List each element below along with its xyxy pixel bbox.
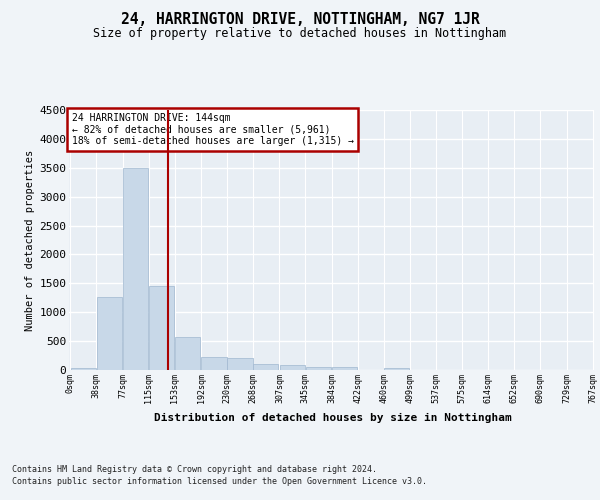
Bar [332,367,358,370]
Text: Distribution of detached houses by size in Nottingham: Distribution of detached houses by size … [154,412,512,422]
Bar [202,358,227,370]
Bar [123,168,148,370]
Bar [175,337,200,370]
Bar [149,286,174,370]
Text: 24, HARRINGTON DRIVE, NOTTINGHAM, NG7 1JR: 24, HARRINGTON DRIVE, NOTTINGHAM, NG7 1J… [121,12,479,28]
Bar [71,368,96,370]
Bar [305,366,331,370]
Y-axis label: Number of detached properties: Number of detached properties [25,150,35,330]
Text: 24 HARRINGTON DRIVE: 144sqm
← 82% of detached houses are smaller (5,961)
18% of : 24 HARRINGTON DRIVE: 144sqm ← 82% of det… [71,112,353,146]
Text: Size of property relative to detached houses in Nottingham: Size of property relative to detached ho… [94,28,506,40]
Bar [384,368,409,370]
Bar [227,358,253,370]
Bar [253,364,278,370]
Text: Contains public sector information licensed under the Open Government Licence v3: Contains public sector information licen… [12,478,427,486]
Bar [280,366,305,370]
Bar [97,296,122,370]
Text: Contains HM Land Registry data © Crown copyright and database right 2024.: Contains HM Land Registry data © Crown c… [12,465,377,474]
